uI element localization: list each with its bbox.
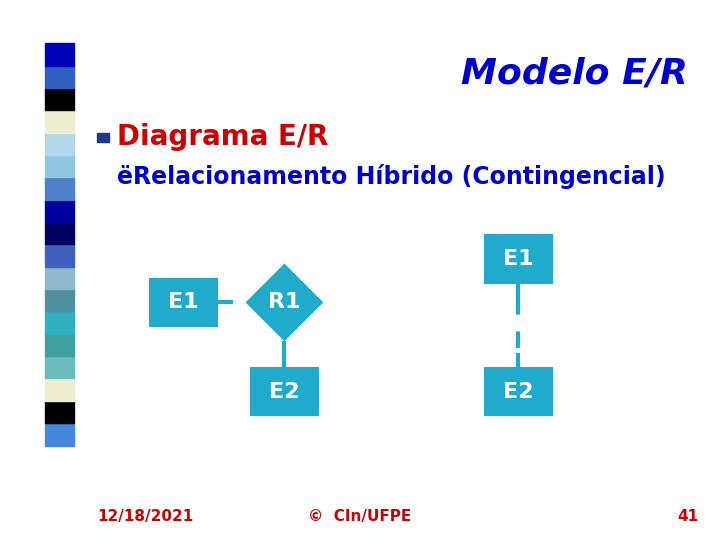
Bar [45,401,74,423]
Bar [45,312,74,334]
Bar [45,88,74,110]
Bar [45,133,74,155]
Bar [45,177,74,200]
Bar [45,379,74,401]
Bar [45,334,74,356]
Text: E1: E1 [503,249,534,269]
Text: Modelo E/R: Modelo E/R [461,57,688,91]
Polygon shape [246,264,323,341]
Bar [45,65,74,88]
Text: E2: E2 [503,381,534,402]
Bar [45,110,74,133]
Bar [45,356,74,379]
Text: 41: 41 [678,509,698,524]
Bar [45,423,74,446]
Bar [45,43,74,65]
Text: ëRelacionamento Híbrido (Contingencial): ëRelacionamento Híbrido (Contingencial) [117,164,666,189]
Bar [45,289,74,312]
Bar [45,222,74,244]
Bar [484,234,552,284]
Text: ©  CIn/UFPE: © CIn/UFPE [308,509,412,524]
Text: R1: R1 [268,292,301,313]
Text: E2: E2 [269,381,300,402]
Bar [45,244,74,267]
Bar [150,278,217,327]
Text: Diagrama E/R: Diagrama E/R [117,123,329,151]
Bar [484,367,552,416]
Bar [45,200,74,222]
Text: 12/18/2021: 12/18/2021 [97,509,194,524]
Text: E1: E1 [168,292,199,313]
Bar [251,367,319,416]
Bar [45,155,74,177]
Bar [45,267,74,289]
Bar [97,133,109,142]
